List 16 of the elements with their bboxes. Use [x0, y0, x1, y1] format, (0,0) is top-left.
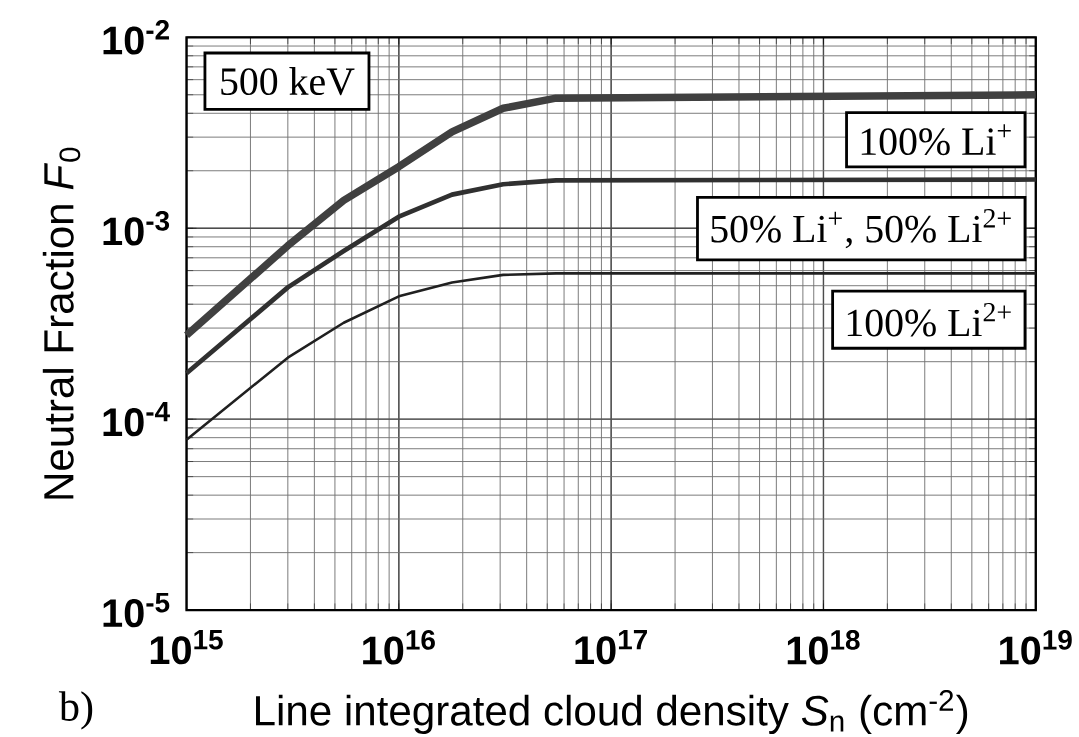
- y-tick-label: 10$^{-4}$: [103, 402, 170, 437]
- x-tick-label: 10$^{16}$: [363, 630, 435, 665]
- y-tick-label: 10$^{-3}$: [103, 211, 170, 246]
- series-label: 100% Li$^{2+}$: [847, 303, 1011, 337]
- y-tick-label: 10$^{-2}$: [103, 20, 169, 55]
- x-tick-label: 10$^{19}$: [1000, 630, 1072, 665]
- x-tick-label: 10$^{18}$: [787, 630, 860, 665]
- y-axis-title: Neutral Fraction F$_{0}$: [42, 147, 81, 499]
- series-label: 50% Li$^{+}$, 50% Li$^{2+}$: [711, 209, 1011, 249]
- y-tick-label: 10$^{-5}$: [103, 593, 170, 628]
- x-tick-label: 10$^{17}$: [575, 630, 647, 665]
- text: b): [58, 691, 93, 730]
- x-axis-title: Line integrated cloud density S$_{n}$ (cm$^{-2}$): [256, 690, 968, 735]
- annotation: 500 keV: [221, 67, 355, 96]
- series-label: 100% Li$^{+}$: [861, 124, 1011, 156]
- x-tick-label: 10$^{15}$: [150, 630, 223, 665]
